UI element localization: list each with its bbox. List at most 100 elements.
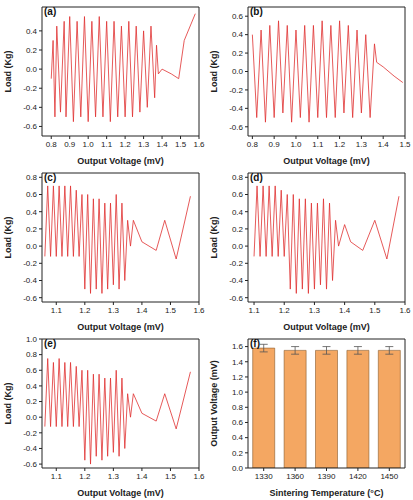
svg-text:0.4: 0.4 (26, 27, 38, 36)
svg-text:0.8: 0.8 (46, 140, 58, 149)
svg-text:1450: 1450 (380, 472, 398, 481)
svg-text:1.3: 1.3 (356, 140, 368, 149)
svg-text:1.4: 1.4 (378, 140, 390, 149)
svg-text:0.0: 0.0 (26, 413, 38, 422)
svg-text:-0.2: -0.2 (23, 84, 37, 93)
svg-text:-0.4: -0.4 (23, 444, 37, 453)
svg-text:Load (Kg): Load (Kg) (209, 51, 219, 93)
svg-text:1.2: 1.2 (120, 140, 132, 149)
svg-text:Load (Kg): Load (Kg) (209, 217, 219, 259)
svg-text:1.4: 1.4 (136, 306, 148, 315)
svg-text:1.6: 1.6 (399, 306, 405, 315)
svg-text:-0.4: -0.4 (23, 276, 37, 285)
svg-text:Output Voltage (mV): Output Voltage (mV) (283, 322, 369, 332)
svg-text:Sintering Temperature (°C): Sintering Temperature (°C) (270, 488, 384, 498)
svg-text:1330: 1330 (255, 472, 273, 481)
svg-text:0.8: 0.8 (26, 350, 38, 359)
svg-text:Output Voltage (mV): Output Voltage (mV) (77, 488, 163, 498)
svg-text:0.4: 0.4 (26, 382, 38, 391)
svg-text:0.0: 0.0 (232, 242, 244, 251)
svg-text:-0.6: -0.6 (23, 460, 37, 469)
svg-text:1.0: 1.0 (26, 335, 38, 344)
svg-text:1.6: 1.6 (193, 140, 205, 149)
svg-text:1.5: 1.5 (369, 306, 381, 315)
svg-text:1.4: 1.4 (136, 472, 148, 481)
svg-text:0.2: 0.2 (26, 397, 38, 406)
svg-text:0.0: 0.0 (232, 67, 244, 76)
svg-text:1.1: 1.1 (101, 140, 113, 149)
svg-text:-0.2: -0.2 (229, 259, 243, 268)
svg-text:1.1: 1.1 (51, 472, 63, 481)
svg-text:1.3: 1.3 (138, 140, 150, 149)
svg-text:1.5: 1.5 (165, 306, 177, 315)
svg-text:0.0: 0.0 (232, 464, 244, 473)
svg-text:0.2: 0.2 (26, 225, 38, 234)
svg-text:1.6: 1.6 (232, 342, 244, 351)
svg-text:0.6: 0.6 (26, 190, 38, 199)
svg-text:1390: 1390 (318, 472, 336, 481)
svg-text:1.4: 1.4 (339, 306, 351, 315)
svg-text:0.8: 0.8 (232, 403, 244, 412)
svg-text:0.6: 0.6 (26, 366, 38, 375)
html-text:(a): (a) (44, 6, 57, 17)
svg-text:1.6: 1.6 (193, 472, 205, 481)
svg-text:-0.4: -0.4 (229, 276, 243, 285)
svg-text:-0.6: -0.6 (229, 294, 243, 303)
svg-text:1.2: 1.2 (279, 306, 291, 315)
svg-text:1.0: 1.0 (290, 140, 302, 149)
svg-text:0.2: 0.2 (232, 449, 244, 458)
svg-text:0.8: 0.8 (26, 173, 38, 182)
svg-text:1.0: 1.0 (232, 388, 244, 397)
svg-text:0.4: 0.4 (232, 208, 244, 217)
svg-text:-0.4: -0.4 (23, 103, 37, 112)
svg-text:-0.4: -0.4 (229, 104, 243, 113)
svg-text:1420: 1420 (349, 472, 367, 481)
svg-text:1.1: 1.1 (248, 306, 260, 315)
svg-text:-0.6: -0.6 (23, 122, 37, 131)
svg-text:0.9: 0.9 (269, 140, 281, 149)
svg-text:0.2: 0.2 (232, 225, 244, 234)
svg-text:0.8: 0.8 (247, 140, 259, 149)
svg-text:-0.2: -0.2 (229, 86, 243, 95)
svg-text:0.4: 0.4 (26, 208, 38, 217)
svg-text:0.6: 0.6 (232, 190, 244, 199)
svg-text:1.0: 1.0 (83, 140, 95, 149)
svg-text:1360: 1360 (286, 472, 304, 481)
svg-text:1.2: 1.2 (232, 373, 244, 382)
svg-text:1.5: 1.5 (399, 140, 405, 149)
svg-text:Load (Kg): Load (Kg) (8, 51, 13, 93)
svg-text:1.5: 1.5 (175, 140, 187, 149)
svg-text:1.4: 1.4 (156, 140, 168, 149)
svg-text:0.6: 0.6 (232, 418, 244, 427)
svg-text:1.4: 1.4 (232, 358, 244, 367)
svg-text:0.2: 0.2 (26, 46, 38, 55)
svg-text:0.4: 0.4 (232, 433, 244, 442)
svg-text:0.9: 0.9 (64, 140, 76, 149)
svg-text:Output Voltage (mV): Output Voltage (mV) (77, 322, 163, 332)
svg-text:1.1: 1.1 (312, 140, 324, 149)
svg-text:-0.6: -0.6 (23, 294, 37, 303)
svg-text:0.0: 0.0 (26, 65, 38, 74)
svg-text:1.3: 1.3 (108, 472, 120, 481)
svg-text:Output Voltage (mV): Output Voltage (mV) (209, 360, 219, 446)
svg-text:1.2: 1.2 (334, 140, 346, 149)
svg-text:1.2: 1.2 (79, 306, 91, 315)
svg-text:1.3: 1.3 (108, 306, 120, 315)
svg-text:1.6: 1.6 (193, 306, 205, 315)
svg-text:-0.6: -0.6 (229, 123, 243, 132)
svg-text:1.1: 1.1 (51, 306, 63, 315)
svg-text:0.8: 0.8 (232, 173, 244, 182)
svg-text:0.4: 0.4 (232, 30, 244, 39)
svg-text:1.3: 1.3 (309, 306, 321, 315)
svg-text:-0.2: -0.2 (23, 429, 37, 438)
svg-text:Output Voltage (mV): Output Voltage (mV) (77, 156, 163, 166)
svg-text:0.6: 0.6 (232, 12, 244, 21)
svg-text:0.0: 0.0 (26, 242, 38, 251)
svg-text:1.2: 1.2 (79, 472, 91, 481)
svg-text:1.5: 1.5 (165, 472, 177, 481)
svg-text:Load (Kg): Load (Kg) (8, 383, 13, 425)
svg-text:Load (Kg): Load (Kg) (8, 217, 13, 259)
svg-text:0.2: 0.2 (232, 49, 244, 58)
svg-text:-0.2: -0.2 (23, 259, 37, 268)
svg-text:Output Voltage (mV): Output Voltage (mV) (283, 156, 369, 166)
